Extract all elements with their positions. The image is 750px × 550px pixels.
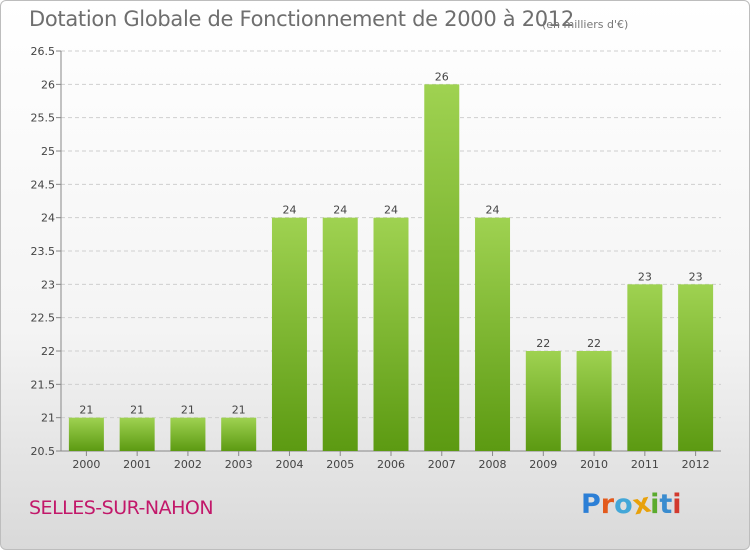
x-tick-label: 2006 <box>377 458 405 471</box>
bar-value-label: 21 <box>79 404 93 417</box>
bar <box>119 417 155 451</box>
x-tick-label: 2005 <box>326 458 354 471</box>
bar-value-label: 22 <box>536 337 550 350</box>
bar <box>576 351 612 451</box>
logo-letter: i <box>672 489 682 520</box>
x-tick-label: 2004 <box>275 458 303 471</box>
bar <box>221 417 257 451</box>
x-tick-label: 2010 <box>580 458 608 471</box>
bar <box>373 217 409 451</box>
y-tick-label: 21.5 <box>31 378 56 391</box>
bar <box>271 217 307 451</box>
chart-unit: (en milliers d'€) <box>542 18 629 31</box>
bar <box>627 284 663 451</box>
bar <box>68 417 104 451</box>
bar-value-label: 26 <box>435 70 449 83</box>
x-tick-label: 2003 <box>225 458 253 471</box>
x-tick-label: 2000 <box>72 458 100 471</box>
y-tick-label: 21 <box>41 412 55 425</box>
bar <box>525 351 561 451</box>
x-tick-label: 2011 <box>631 458 659 471</box>
bar <box>678 284 714 451</box>
y-tick-label: 25 <box>41 145 55 158</box>
x-tick-label: 2008 <box>479 458 507 471</box>
bar <box>424 84 460 451</box>
x-tick-label: 2012 <box>682 458 710 471</box>
bar-value-label: 24 <box>486 204 500 217</box>
chart-title: Dotation Globale de Fonctionnement de 20… <box>29 7 574 31</box>
logo-letter: i <box>650 489 660 520</box>
y-tick-label: 22.5 <box>31 312 56 325</box>
bar <box>475 217 511 451</box>
labels: 20.5 21 21.5 22 22.5 23 23.5 24 24.5 25 25.5 26 26.5… <box>31 45 710 471</box>
logo-letter: r <box>600 489 615 520</box>
bar <box>322 217 358 451</box>
y-tick-label: 23.5 <box>31 245 56 258</box>
y-tick-label: 20.5 <box>31 445 56 458</box>
y-tick-label: 23 <box>41 278 55 291</box>
bar-value-label: 21 <box>232 404 246 417</box>
bar-value-label: 22 <box>587 337 601 350</box>
bar-value-label: 21 <box>181 404 195 417</box>
bar-value-label: 21 <box>130 404 144 417</box>
town-name: SELLES-SUR-NAHON <box>29 497 214 519</box>
x-tick-label: 2009 <box>529 458 557 471</box>
y-tick-label: 24 <box>41 212 55 225</box>
bar-value-label: 24 <box>282 204 296 217</box>
bar <box>170 417 206 451</box>
bar-value-label: 24 <box>384 204 398 217</box>
y-tick-label: 26 <box>41 78 55 91</box>
y-tick-label: 26.5 <box>31 45 56 58</box>
x-tick-label: 2001 <box>123 458 151 471</box>
logo-letter: t <box>659 489 673 520</box>
y-tick-label: 24.5 <box>31 178 56 191</box>
logo-letter: P <box>581 489 601 520</box>
bar-value-label: 23 <box>638 270 652 283</box>
x-tick-label: 2007 <box>428 458 456 471</box>
y-tick-label: 25.5 <box>31 112 56 125</box>
bars <box>68 84 714 451</box>
x-tick-label: 2002 <box>174 458 202 471</box>
y-tick-label: 22 <box>41 345 55 358</box>
bar-value-label: 23 <box>689 270 703 283</box>
logo-letter: o <box>614 489 633 520</box>
proxiti-logo[interactable]: Proxiti <box>581 488 682 522</box>
bar-value-label: 24 <box>333 204 347 217</box>
